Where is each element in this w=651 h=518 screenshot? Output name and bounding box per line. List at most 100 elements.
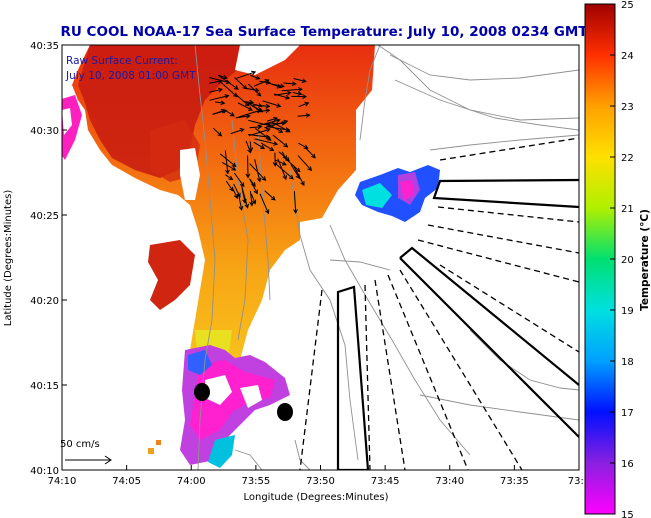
- current-arrowhead: [249, 201, 254, 207]
- current-arrowhead: [220, 100, 226, 106]
- current-arrow: [236, 71, 256, 79]
- current-arrowhead: [244, 203, 249, 209]
- current-arrowhead: [307, 166, 313, 172]
- current-arrowhead: [305, 113, 311, 118]
- current-arrowhead: [283, 119, 289, 125]
- current-arrow: [221, 161, 236, 171]
- current-arrow: [241, 185, 249, 208]
- current-arrow: [262, 100, 281, 107]
- current-arrowhead: [285, 127, 291, 132]
- current-arrow: [248, 119, 271, 127]
- current-arrowhead: [311, 153, 316, 159]
- current-arrowhead: [303, 144, 309, 149]
- current-arrowhead: [222, 74, 228, 80]
- x-tick-label: 74:00: [177, 476, 206, 487]
- current-arrowhead: [238, 205, 244, 211]
- current-arrow: [249, 141, 252, 152]
- current-arrow: [254, 127, 272, 141]
- current-arrowhead: [276, 103, 282, 108]
- current-arrow: [293, 191, 297, 213]
- current-arrowhead: [257, 103, 263, 108]
- current-arrow: [293, 78, 306, 82]
- y-tick-label: 40:35: [30, 41, 59, 52]
- current-arrowhead: [285, 156, 290, 162]
- current-arrowhead: [297, 91, 303, 96]
- current-arrowhead: [225, 169, 230, 175]
- current-arrowhead: [269, 146, 275, 152]
- current-arrow: [235, 115, 250, 119]
- current-arrowhead: [286, 90, 292, 96]
- current-arrowhead: [293, 209, 298, 214]
- current-arrow: [274, 159, 287, 166]
- current-arrow: [267, 82, 281, 88]
- current-arrow: [290, 163, 300, 179]
- x-tick-label: 73:40: [435, 476, 464, 487]
- colorbar-tick-label: 24: [621, 51, 634, 62]
- y-axis-label: Latitude (Degrees:Minutes): [3, 190, 14, 327]
- current-arrowhead: [276, 84, 282, 89]
- current-arrowhead: [245, 173, 251, 179]
- current-arrowhead: [251, 70, 257, 76]
- current-arrowhead: [295, 167, 301, 173]
- current-arrow: [254, 159, 261, 182]
- current-arrowhead: [256, 177, 262, 183]
- current-arrow: [209, 95, 229, 101]
- current-arrow: [275, 163, 294, 180]
- current-arrowhead: [228, 175, 234, 181]
- current-arrowhead: [224, 94, 230, 99]
- current-arrowhead: [248, 147, 254, 153]
- current-arrowhead: [266, 136, 272, 141]
- current-arrowhead: [217, 79, 223, 84]
- colorbar-tick-label: 19: [621, 306, 634, 317]
- current-arrow: [237, 102, 253, 111]
- scale-label: 50 cm/s: [60, 439, 100, 450]
- current-arrow: [264, 190, 276, 201]
- current-arrowhead: [298, 87, 303, 92]
- current-arrow: [250, 74, 260, 80]
- current-arrow: [244, 101, 254, 103]
- current-arrow: [292, 164, 305, 186]
- current-arrowhead: [273, 141, 279, 146]
- current-arrowhead: [239, 128, 245, 133]
- current-arrow: [212, 127, 222, 137]
- current-arrowhead: [245, 114, 251, 119]
- current-arrow: [225, 110, 235, 117]
- current-arrow: [278, 151, 290, 162]
- current-arrow: [267, 126, 290, 131]
- sst-cold-patch-east: [355, 165, 440, 222]
- x-tick-label: 74:05: [112, 476, 141, 487]
- current-arrowhead: [300, 181, 305, 187]
- coastline-contours: [194, 45, 579, 470]
- current-arrow: [230, 128, 244, 135]
- current-arrowhead: [265, 127, 271, 133]
- current-arrowhead: [231, 166, 237, 171]
- y-tick-label: 40:30: [30, 126, 59, 137]
- site-marker: [194, 383, 210, 401]
- current-arrowhead: [265, 108, 271, 114]
- current-arrow: [225, 180, 234, 192]
- current-arrow: [249, 126, 262, 129]
- x-tick-label: 73:45: [371, 476, 400, 487]
- y-tick-label: 40:10: [30, 466, 59, 477]
- current-arrow: [219, 153, 237, 167]
- current-arrowhead: [251, 182, 256, 188]
- current-arrowhead: [256, 91, 262, 97]
- current-arrow: [254, 138, 278, 145]
- current-arrowhead: [265, 103, 271, 109]
- x-tick-label: 73:50: [306, 476, 335, 487]
- current-arrow: [253, 104, 270, 107]
- current-arrow: [283, 82, 296, 85]
- current-arrowhead: [255, 75, 261, 80]
- current-arrowhead: [302, 94, 308, 99]
- x-tick-label: 74:10: [48, 476, 77, 487]
- current-arrowhead: [282, 155, 287, 161]
- current-arrow: [297, 155, 312, 171]
- current-arrowhead: [258, 108, 264, 113]
- current-arrow: [218, 74, 239, 90]
- current-arrowhead: [291, 81, 297, 87]
- current-arrowhead: [229, 186, 234, 192]
- y-tick-label: 40:25: [30, 211, 59, 222]
- current-arrowhead: [304, 101, 310, 107]
- current-arrow: [281, 88, 302, 92]
